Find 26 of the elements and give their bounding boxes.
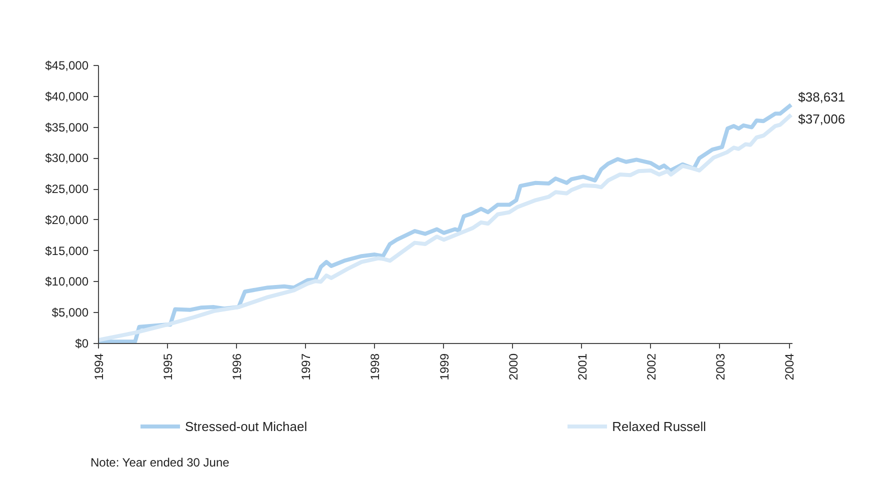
annotation: $37,006 — [798, 111, 846, 126]
annotation: $38,631 — [798, 89, 846, 104]
x-tick-label: 1995 — [161, 353, 176, 380]
x-tick-label: 2000 — [506, 353, 520, 380]
y-tick-label: $35,000 — [45, 120, 89, 134]
x-tick-label: 1994 — [92, 353, 106, 380]
y-tick-label: $25,000 — [45, 182, 89, 196]
text: Note: Year ended 30 June — [90, 456, 230, 470]
legend-label: Relaxed Russell — [612, 418, 706, 434]
y-tick-label: $5,000 — [52, 306, 89, 320]
x-tick-label: 1999 — [437, 353, 452, 380]
x-tick-label: 2003 — [713, 353, 728, 380]
y-tick-label: $20,000 — [45, 212, 89, 227]
x-tick-label: 1997 — [299, 353, 314, 380]
x-tick-label: 2004 — [782, 353, 797, 380]
y-tick-label: $10,000 — [45, 274, 89, 289]
y-tick-label: $0 — [75, 336, 89, 350]
y-tick-label: $30,000 — [45, 151, 89, 166]
y-tick-label: $40,000 — [45, 89, 89, 104]
x-tick-label: 1998 — [368, 353, 382, 380]
y-tick-label: $15,000 — [45, 244, 89, 258]
x-tick-label: 2002 — [644, 353, 658, 380]
y-tick-label: $45,000 — [45, 58, 89, 72]
x-tick-label: 2001 — [575, 353, 590, 380]
x-tick-label: 1996 — [230, 353, 244, 380]
legend-label: Stressed-out Michael — [185, 418, 308, 434]
